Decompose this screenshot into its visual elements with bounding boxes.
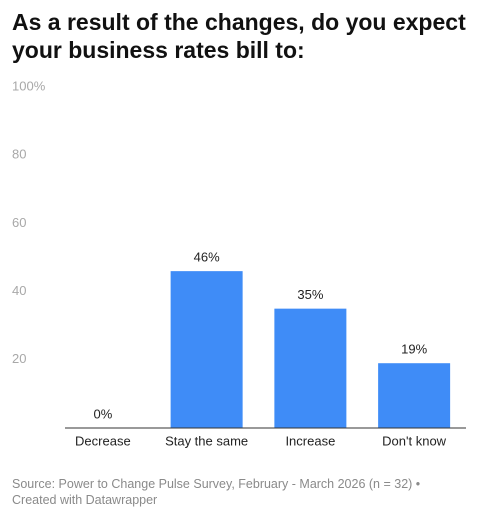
y-tick-label: 60 [12, 215, 26, 230]
value-label: 0% [93, 406, 112, 421]
bar [170, 271, 243, 428]
y-tick-label: 100% [12, 78, 46, 93]
value-label: 35% [297, 287, 323, 302]
y-tick-label: 80 [12, 147, 26, 162]
x-tick-label: Stay the same [165, 433, 248, 448]
value-label: 46% [194, 250, 220, 265]
chart-title: As a result of the changes, do you expec… [12, 9, 466, 63]
x-tick-label: Decrease [75, 433, 131, 448]
y-tick-label: 20 [12, 351, 26, 366]
bar [378, 363, 451, 428]
y-tick-label: 40 [12, 283, 26, 298]
x-tick-label: Don't know [382, 433, 447, 448]
value-label: 19% [401, 342, 427, 357]
x-tick-label: Increase [285, 433, 335, 448]
source-note: Source: Power to Change Pulse Survey, Fe… [12, 477, 421, 507]
bar [274, 308, 347, 428]
